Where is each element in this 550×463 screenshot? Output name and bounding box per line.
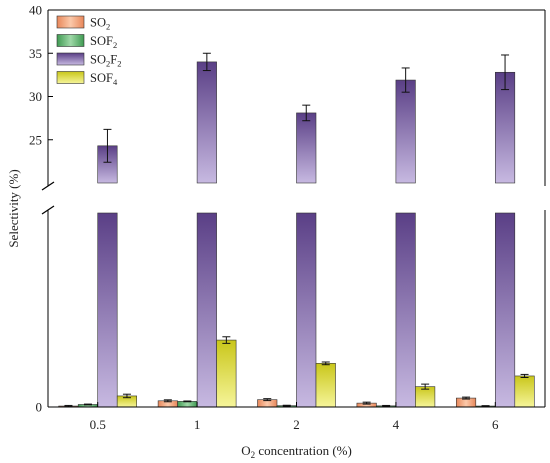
axes: 25 30 35 40 0 0.5 1 2 4 6 O2 concentration (%) Sele… — [6, 3, 546, 460]
x-tick-label-1: 1 — [194, 417, 201, 432]
error-bar-sof4-1 — [222, 336, 231, 344]
x-tick-label-2: 2 — [293, 417, 300, 432]
error-bar-sof2-0.5 — [83, 403, 92, 406]
bar-sof4-1 — [216, 339, 237, 408]
bar-so2f2-1-lower — [196, 212, 217, 408]
legend-swatch-sof2 — [56, 34, 85, 47]
error-bar-sof2-4 — [382, 404, 391, 407]
legend-label-so2f2: SO2F2 — [90, 53, 121, 69]
y-tick-label-25: 25 — [29, 132, 42, 147]
x-axis-title: O2 concentration (%) — [241, 443, 352, 460]
bar-so2f2-4-lower — [395, 212, 416, 408]
legend: SO2 SOF2 SO2F2 SOF4 — [56, 15, 121, 87]
bar-so2f2-2-lower — [296, 212, 317, 408]
error-bar-sof2-2 — [282, 404, 291, 407]
error-bar-sof4-4 — [421, 383, 430, 390]
bar-sof4-2 — [315, 363, 336, 408]
bar-so2f2-1-upper — [196, 61, 217, 184]
y-tick-label-0: 0 — [36, 400, 43, 415]
y-tick-label-35: 35 — [29, 46, 42, 61]
error-bar-sof4-6 — [520, 373, 529, 379]
bar-so2f2-0.5-lower — [97, 212, 118, 408]
legend-swatch-so2 — [56, 15, 85, 29]
axis-break-mark — [41, 181, 55, 215]
error-bar-so2f2-0.5 — [103, 128, 112, 163]
error-bar-so2-2 — [263, 398, 272, 402]
legend-label-sof2: SOF2 — [90, 34, 117, 50]
x-tick-label-6: 6 — [492, 417, 499, 432]
error-bar-so2-6 — [462, 396, 471, 400]
y-axis-title: Selectivity (%) — [6, 169, 21, 247]
plot-area — [58, 52, 535, 408]
error-bar-so2f2-1 — [202, 52, 211, 72]
y-tick-label-30: 30 — [29, 89, 42, 104]
error-bar-so2f2-4 — [401, 67, 410, 93]
x-tick-label-0.5: 0.5 — [90, 417, 106, 432]
error-bar-sof2-1 — [183, 400, 192, 403]
error-bar-so2-1 — [163, 399, 172, 403]
error-bar-sof4-0.5 — [122, 393, 131, 399]
bar-sof4-6 — [514, 375, 535, 408]
bar-so2f2-6-lower — [494, 212, 516, 408]
error-bar-sof2-6 — [481, 405, 490, 407]
y-tick-label-40: 40 — [29, 3, 42, 18]
bar-so2f2-4-upper — [395, 79, 416, 184]
error-bar-sof4-2 — [321, 361, 330, 366]
legend-label-so2: SO2 — [90, 16, 110, 32]
error-bar-so2f2-6 — [501, 54, 510, 91]
bar-so2f2-2-upper — [296, 112, 317, 184]
legend-swatch-so2f2 — [56, 52, 85, 66]
legend-swatch-sof4 — [56, 71, 85, 84]
bar-sof4-4 — [415, 386, 436, 408]
error-bar-so2-4 — [362, 401, 371, 405]
x-tick-label-4: 4 — [393, 417, 400, 432]
error-bar-so2f2-2 — [302, 104, 311, 122]
legend-label-sof4: SOF4 — [90, 71, 118, 87]
